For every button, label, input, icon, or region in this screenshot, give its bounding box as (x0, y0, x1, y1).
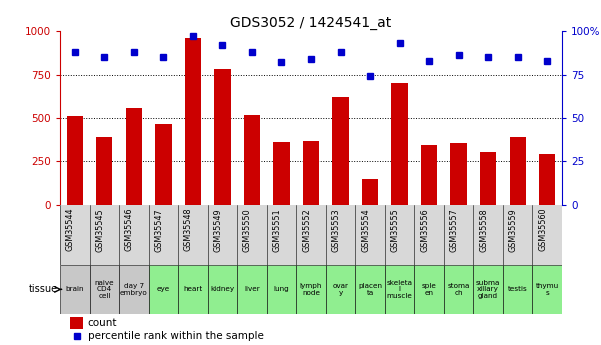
Text: ovar
y: ovar y (332, 283, 349, 296)
Bar (355, 265, 385, 314)
Text: lymph
node: lymph node (300, 283, 322, 296)
Text: GSM35546: GSM35546 (125, 208, 134, 252)
Bar (385, 265, 414, 314)
Text: eye: eye (157, 286, 170, 292)
Bar (267, 265, 296, 314)
Text: GSM35557: GSM35557 (450, 208, 459, 252)
Text: GSM35551: GSM35551 (272, 208, 281, 252)
Bar (215, 69, 231, 205)
Text: naive
CD4
cell: naive CD4 cell (94, 280, 114, 299)
Bar (70, 317, 83, 329)
Text: GSM35559: GSM35559 (508, 208, 517, 252)
Text: GSM35553: GSM35553 (332, 208, 341, 252)
Text: thymu
s: thymu s (535, 283, 559, 296)
Text: stoma
ch: stoma ch (447, 283, 470, 296)
Text: GSM35560: GSM35560 (538, 208, 547, 252)
Bar (296, 265, 326, 314)
Text: GSM35556: GSM35556 (420, 208, 429, 252)
Bar (539, 154, 555, 205)
Bar (96, 137, 112, 205)
Bar (510, 137, 526, 205)
Bar (332, 97, 349, 205)
Text: day 7
embryо: day 7 embryо (120, 283, 148, 296)
Text: percentile rank within the sample: percentile rank within the sample (88, 331, 264, 341)
Text: skeleta
l
muscle: skeleta l muscle (386, 280, 412, 299)
Bar (119, 265, 148, 314)
Bar (90, 265, 119, 314)
Bar (444, 265, 474, 314)
Bar (414, 265, 444, 314)
Text: GSM35554: GSM35554 (361, 208, 370, 252)
Text: placen
ta: placen ta (358, 283, 382, 296)
Bar (148, 265, 178, 314)
Bar (326, 265, 355, 314)
Text: GSM35552: GSM35552 (302, 208, 311, 252)
Bar (208, 265, 237, 314)
Text: testis: testis (508, 286, 528, 292)
Text: GSM35549: GSM35549 (213, 208, 222, 252)
Bar (126, 108, 142, 205)
Bar (474, 265, 503, 314)
Text: GSM35548: GSM35548 (184, 208, 193, 252)
Text: GSM35547: GSM35547 (154, 208, 163, 252)
Bar (237, 265, 267, 314)
Bar (391, 83, 407, 205)
Text: subma
xillary
gland: subma xillary gland (476, 280, 500, 299)
Text: count: count (88, 318, 117, 328)
Bar (421, 145, 437, 205)
Bar (532, 265, 562, 314)
Text: GSM35545: GSM35545 (96, 208, 105, 252)
Text: liver: liver (244, 286, 260, 292)
Bar (155, 124, 171, 205)
Text: lung: lung (273, 286, 289, 292)
Text: GSM35550: GSM35550 (243, 208, 252, 252)
Bar (303, 141, 319, 205)
Bar (178, 265, 208, 314)
Text: GSM35558: GSM35558 (479, 208, 488, 252)
Bar (244, 115, 260, 205)
Text: tissue: tissue (29, 284, 58, 294)
Text: kidney: kidney (210, 286, 234, 292)
Title: GDS3052 / 1424541_at: GDS3052 / 1424541_at (230, 16, 392, 30)
Bar (503, 265, 532, 314)
Bar (362, 179, 378, 205)
Text: heart: heart (183, 286, 203, 292)
Text: GSM35555: GSM35555 (391, 208, 400, 252)
Text: brain: brain (66, 286, 84, 292)
Bar (67, 116, 83, 205)
Bar (451, 143, 467, 205)
Text: GSM35544: GSM35544 (66, 208, 75, 252)
Bar (60, 265, 90, 314)
Text: sple
en: sple en (422, 283, 436, 296)
Bar (273, 142, 290, 205)
Bar (185, 38, 201, 205)
Bar (480, 152, 496, 205)
